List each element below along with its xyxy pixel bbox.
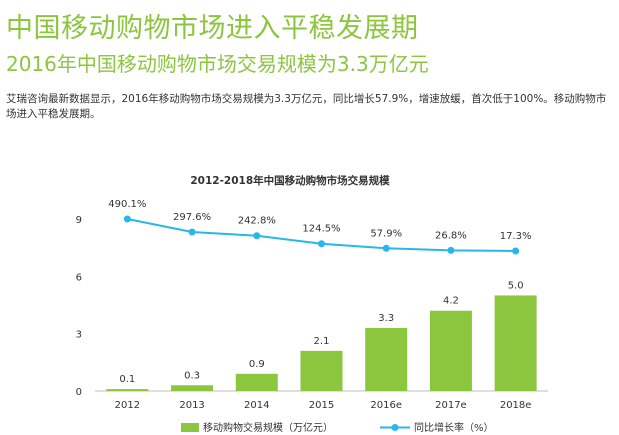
x-tick-label: 2017e [435,400,467,411]
legend-line-label: 同比增长率（%） [414,421,494,434]
bar [300,350,343,391]
y-tick-label: 6 [76,272,82,283]
line-value-label: 490.1% [108,199,146,210]
line-value-label: 17.3% [500,231,532,242]
bar-value-label: 0.1 [119,374,135,385]
page-title: 中国移动购物市场进入平稳发展期 [6,13,419,44]
line-point [253,232,261,240]
x-tick-label: 2015 [309,400,334,411]
y-tick-label: 9 [76,215,82,226]
line-point [447,246,455,254]
x-tick-label: 2013 [179,400,204,411]
bar [429,310,472,391]
bar-value-label: 0.9 [249,359,265,370]
bar [106,389,149,391]
x-tick-label: 2016e [370,400,402,411]
legend-bar-swatch [181,423,199,432]
legend-line-marker [391,424,399,431]
line-point [382,244,390,252]
line-value-label: 57.9% [370,228,402,239]
y-tick-label: 3 [76,330,82,341]
line-value-label: 297.6% [173,212,211,223]
line-point [318,240,325,248]
bar [171,385,214,391]
page-subtitle: 2016年中国移动购物市场交易规模为3.3万亿元 [6,52,429,76]
chart-title: 2012-2018年中国移动购物市场交易规模 [190,174,390,187]
y-tick-label: 0 [76,387,82,398]
description-text: 艾瑞咨询最新数据显示，2016年移动购物市场交易规模为3.3万亿元，同比增长57… [6,93,607,120]
bar [494,295,537,391]
line-point [188,228,196,236]
bar [235,373,278,391]
line-value-label: 26.8% [435,230,467,241]
line-value-label: 124.5% [302,224,340,235]
bar-value-label: 4.2 [443,296,459,307]
line-point [123,215,131,223]
line-value-label: 242.8% [238,216,276,227]
x-tick-label: 2014 [244,400,269,411]
legend-bar-label: 移动购物交易规模（万亿元） [203,421,333,434]
bar-value-label: 2.1 [314,336,330,347]
bar-value-label: 0.3 [184,370,200,381]
line-point [512,247,520,255]
bar-value-label: 3.3 [378,313,394,324]
bar-value-label: 5.0 [508,280,524,291]
x-tick-label: 2018e [500,400,532,411]
bar [365,327,408,391]
x-tick-label: 2012 [115,400,140,411]
